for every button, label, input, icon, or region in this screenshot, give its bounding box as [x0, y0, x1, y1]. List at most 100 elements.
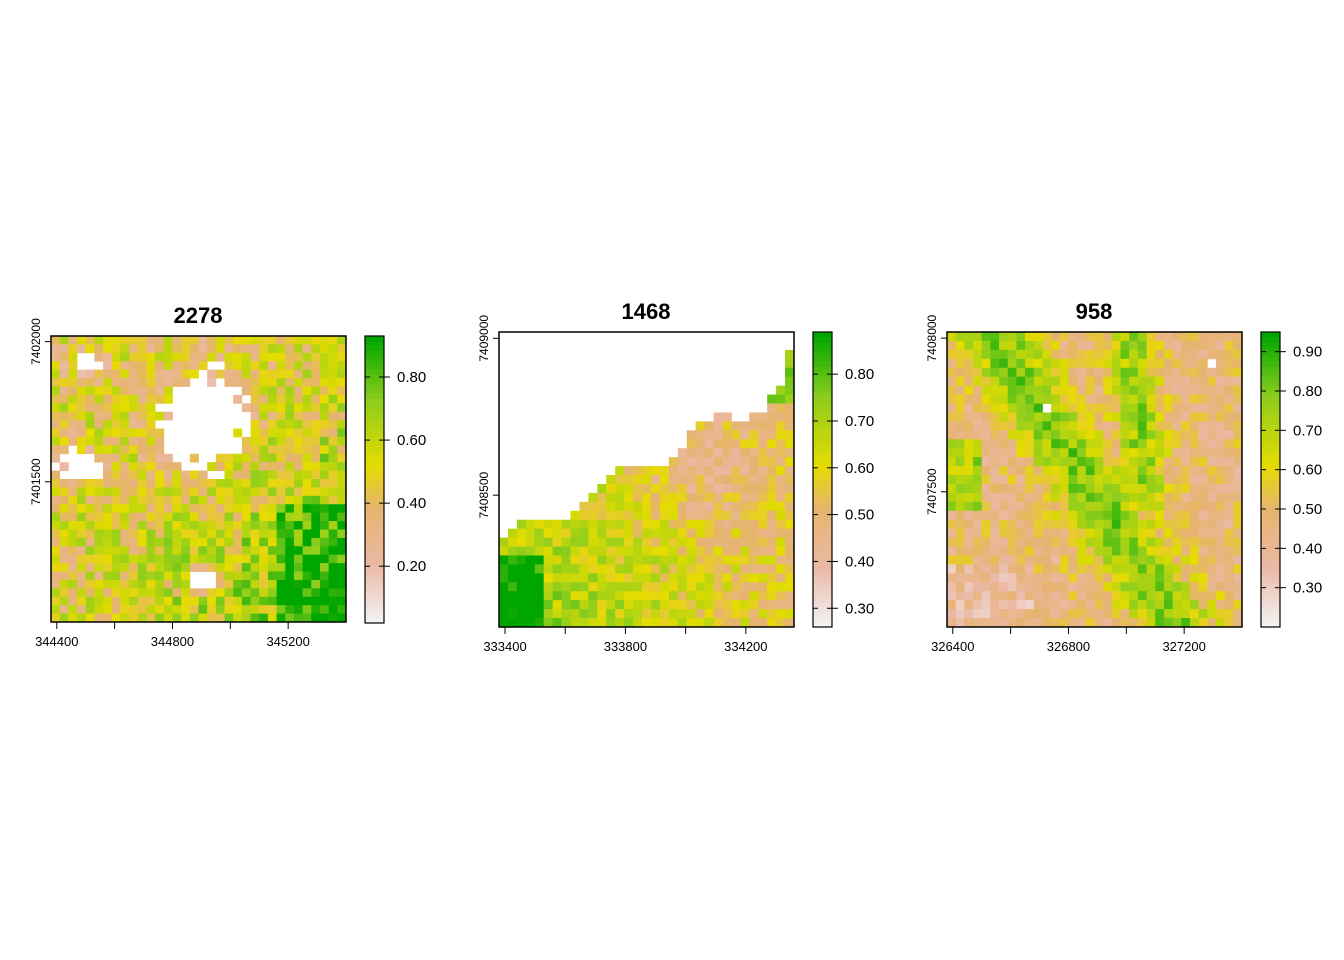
heatmap-cell [259, 613, 269, 623]
heatmap-cell [293, 512, 304, 522]
heatmap-cell [319, 596, 330, 606]
heatmap-cell [146, 521, 156, 530]
heatmap-cell [224, 546, 234, 556]
heatmap-cell [233, 378, 243, 387]
heatmap-cell [259, 436, 269, 446]
heatmap-cell [1181, 600, 1191, 610]
heatmap-cell [259, 554, 269, 564]
heatmap-cell [163, 470, 173, 480]
heatmap-cell [111, 420, 121, 429]
heatmap-cell [1077, 537, 1087, 547]
heatmap-cell [1181, 448, 1191, 458]
heatmap-cell [758, 483, 768, 494]
heatmap-cell [1042, 528, 1052, 539]
heatmap-cell [1051, 501, 1061, 512]
heatmap-cell [973, 340, 983, 351]
heatmap-cell [198, 352, 208, 362]
heatmap-cell [59, 487, 69, 497]
heatmap-cell [677, 528, 688, 539]
heatmap-cell [1120, 448, 1130, 458]
heatmap-cell [94, 529, 104, 539]
legend-swatch [1261, 533, 1280, 539]
heatmap-cell [749, 510, 759, 521]
heatmap-cell [999, 528, 1009, 539]
heatmap-cell [1094, 385, 1104, 395]
heatmap-cell [722, 457, 732, 467]
heatmap-cell [1103, 618, 1113, 628]
heatmap-cell [999, 385, 1009, 395]
heatmap-cell [285, 504, 295, 514]
heatmap-cell [1085, 332, 1095, 342]
heatmap-cell [1215, 430, 1226, 440]
legend-swatch [1261, 459, 1280, 466]
panel-title: 2278 [174, 303, 223, 328]
heatmap-cell [1129, 358, 1139, 369]
heatmap-cell [1094, 537, 1104, 547]
heatmap-cell [947, 466, 957, 476]
heatmap-cell [642, 546, 652, 556]
heatmap-cell [285, 394, 295, 404]
heatmap-cell [731, 492, 741, 503]
heatmap-cell [597, 546, 607, 556]
heatmap-cell [276, 369, 286, 379]
heatmap-cell [1111, 483, 1121, 494]
heatmap-cell [1007, 501, 1017, 512]
heatmap-cell [1163, 376, 1173, 387]
heatmap-cell [776, 483, 786, 494]
heatmap-cell [155, 504, 165, 514]
heatmap-cell [85, 487, 95, 497]
legend-swatch [813, 494, 832, 500]
heatmap-cell [999, 600, 1009, 610]
legend-swatch [365, 431, 384, 437]
heatmap-cell [704, 546, 714, 556]
heatmap-cell [311, 403, 321, 413]
heatmap-cell [103, 479, 113, 488]
heatmap-cell [302, 563, 312, 572]
heatmap-cell [68, 512, 78, 522]
heatmap-cell [552, 519, 562, 530]
y-tick-label: 7401500 [29, 458, 43, 505]
heatmap-cell [267, 504, 277, 514]
legend-tick-label: 0.70 [845, 413, 874, 430]
heatmap-cell [981, 591, 991, 601]
heatmap-cell [111, 571, 121, 581]
heatmap-cell [103, 579, 113, 589]
heatmap-cell [1042, 483, 1052, 494]
heatmap-cell [1215, 394, 1226, 404]
heatmap-cell [767, 528, 777, 539]
heatmap-cell [51, 563, 61, 572]
heatmap-cell [964, 466, 974, 476]
heatmap-cell [1016, 340, 1026, 351]
heatmap-cell [285, 336, 295, 345]
heatmap-cell [650, 537, 661, 547]
heatmap-cell [1051, 483, 1061, 494]
heatmap-cell [1025, 600, 1035, 610]
heatmap-cell [1163, 439, 1173, 449]
heatmap-cell [1172, 340, 1182, 351]
heatmap-cell [964, 475, 974, 485]
heatmap-cell [224, 596, 234, 606]
heatmap-cell [507, 609, 518, 619]
heatmap-cell [1120, 564, 1130, 574]
heatmap-cell [543, 591, 554, 601]
heatmap-cell [1025, 385, 1035, 395]
heatmap-cell [181, 512, 191, 522]
heatmap-cell [293, 344, 304, 354]
heatmap-cell [1111, 510, 1121, 521]
heatmap-cell [1051, 573, 1061, 583]
heatmap-cell [713, 591, 723, 601]
heatmap-cell [155, 529, 165, 539]
legend-tick-label: 0.40 [845, 553, 874, 570]
heatmap-cell [1198, 394, 1208, 404]
heatmap-cell [51, 579, 61, 589]
heatmap-cell [1224, 555, 1234, 565]
heatmap-cell [146, 563, 156, 572]
heatmap-cell [1198, 358, 1208, 369]
heatmap-cell [1129, 349, 1139, 360]
heatmap-cell [1207, 492, 1217, 503]
heatmap-cell [172, 378, 182, 387]
heatmap-cell [1163, 412, 1173, 422]
heatmap-cell [94, 420, 104, 429]
heatmap-cell [1059, 483, 1069, 494]
heatmap-cell [615, 600, 625, 610]
